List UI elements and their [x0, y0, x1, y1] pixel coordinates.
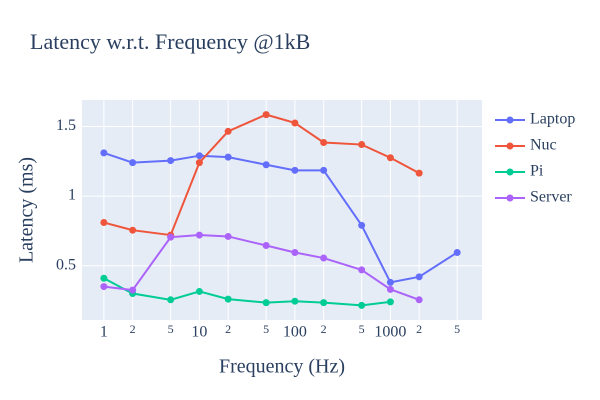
y-tick-label: 1: [68, 187, 76, 204]
x-tick-label: 2: [416, 322, 422, 336]
legend-marker: [506, 142, 514, 150]
data-point: [291, 297, 299, 305]
chart-title: Latency w.r.t. Frequency @1kB: [30, 29, 310, 54]
x-tick-label: 5: [359, 322, 365, 336]
data-point: [129, 226, 137, 234]
data-point: [358, 221, 366, 229]
data-point: [358, 266, 366, 274]
plot-area: [82, 100, 482, 320]
data-point: [224, 232, 232, 240]
data-point: [358, 301, 366, 309]
data-point: [129, 159, 137, 167]
data-point: [224, 153, 232, 161]
legend-label: Server: [530, 189, 572, 206]
data-point: [386, 278, 394, 286]
x-tick-label: 10: [191, 324, 207, 341]
data-point: [320, 254, 328, 262]
data-point: [415, 273, 423, 281]
data-point: [224, 295, 232, 303]
legend-marker: [506, 116, 514, 124]
data-point: [167, 233, 175, 241]
data-point: [320, 299, 328, 307]
x-tick-label: 2: [321, 322, 327, 336]
x-tick-label: 1: [100, 324, 108, 341]
data-point: [195, 287, 203, 295]
x-tick-label: 2: [225, 322, 231, 336]
legend-label: Nuc: [530, 137, 557, 154]
data-point: [167, 157, 175, 165]
data-point: [129, 286, 137, 294]
series-line: [103, 151, 458, 284]
data-point: [320, 138, 328, 146]
x-tick-label: 5: [263, 322, 269, 336]
data-point: [100, 283, 108, 291]
x-tick-label: 2: [130, 322, 136, 336]
x-tick-label: 5: [168, 322, 174, 336]
data-point: [291, 248, 299, 256]
data-point: [195, 159, 203, 167]
data-point: [386, 154, 394, 162]
data-point: [453, 248, 461, 256]
data-point: [386, 298, 394, 306]
data-point: [167, 296, 175, 304]
data-point: [291, 166, 299, 174]
y-tick-label: 0.5: [56, 256, 76, 273]
data-point: [100, 219, 108, 227]
data-point: [100, 274, 108, 282]
data-point: [358, 141, 366, 149]
x-tick-label: 1000: [374, 324, 406, 341]
x-tick-label: 100: [283, 324, 307, 341]
data-point: [262, 242, 270, 250]
y-tick-label: 1.5: [56, 117, 76, 134]
legend-marker: [506, 194, 514, 202]
data-point: [291, 119, 299, 127]
data-point: [320, 166, 328, 174]
x-tick-label: 5: [454, 322, 460, 336]
data-point: [386, 285, 394, 293]
legend-marker: [506, 168, 514, 176]
series-line: [103, 277, 391, 307]
legend-label: Laptop: [530, 111, 575, 128]
x-axis-label: Frequency (Hz): [219, 356, 345, 378]
data-point: [262, 111, 270, 119]
data-point: [195, 152, 203, 160]
y-axis-label: Latency (ms): [16, 157, 38, 263]
data-point: [262, 299, 270, 307]
data-point: [262, 161, 270, 169]
data-point: [100, 149, 108, 157]
data-point: [415, 169, 423, 177]
data-point: [224, 127, 232, 135]
legend-label: Pi: [530, 163, 544, 180]
data-point: [415, 296, 423, 304]
data-point: [195, 231, 203, 239]
